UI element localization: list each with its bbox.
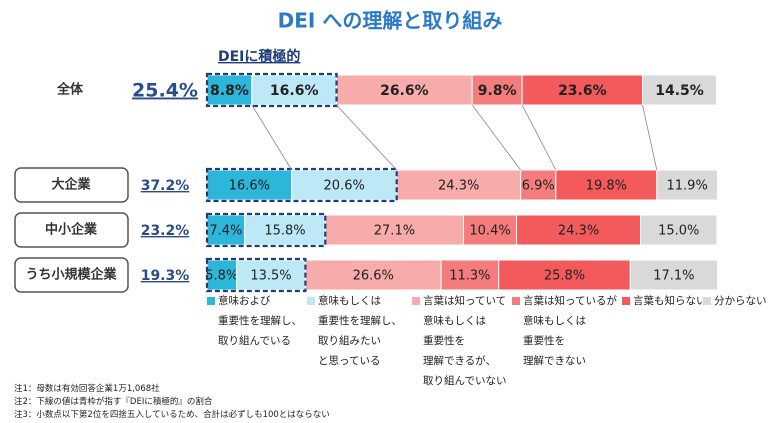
legend-label: 言葉は知っているが 意味もしくは 重要性を 理解できない <box>523 295 617 367</box>
bar-segment <box>244 214 326 246</box>
bar-segment <box>206 74 253 106</box>
row-label: 大企業 <box>51 177 91 193</box>
dei-box <box>205 72 338 108</box>
legend-item: 言葉は知っているが 意味もしくは 重要性を 理解できない <box>512 291 617 371</box>
legend-item: 意味もしくは 重要性を理解し、 取り組みたい と思っている <box>307 291 402 371</box>
bar-segment <box>656 169 719 201</box>
legend-label: 言葉は知っていて 意味もしくは 重要性を 理解できるが、 取り組んでいない <box>423 295 507 387</box>
legend-label: 意味および 重要性を理解し、 取り組んでいる <box>218 295 302 347</box>
row-label: 全体 <box>56 82 84 98</box>
value-label: 6.9% <box>522 179 555 194</box>
legend-item: 言葉も知らない <box>622 291 707 311</box>
value-label: 17.1% <box>653 269 694 284</box>
bar-segment <box>463 214 518 246</box>
bar-segment <box>516 214 642 246</box>
value-label: 16.6% <box>270 83 319 99</box>
value-label: 11.9% <box>667 179 708 194</box>
value-label: 10.4% <box>469 224 510 239</box>
connector <box>471 104 521 171</box>
dei-total: 25.4% <box>132 80 198 102</box>
bar-segment <box>498 259 631 291</box>
legend-label: 意味もしくは 重要性を理解し、 取り組みたい と思っている <box>318 295 402 367</box>
connector <box>642 104 658 171</box>
subtitle: DEIに積極的 <box>218 48 300 65</box>
legend-item: 分からない <box>703 291 767 311</box>
row-label-box <box>14 212 129 248</box>
dei-box <box>205 167 398 203</box>
value-label: 24.3% <box>438 179 479 194</box>
value-label: 5.8% <box>205 269 238 284</box>
dei-total: 37.2% <box>141 178 190 194</box>
dei-total: 23.2% <box>141 223 190 239</box>
dei-box <box>205 257 307 293</box>
row-label: 中小企業 <box>45 222 98 238</box>
legend-item: 意味および 重要性を理解し、 取り組んでいる <box>207 291 302 351</box>
dei-total: 19.3% <box>141 268 190 284</box>
value-label: 15.8% <box>264 224 305 239</box>
legend-swatch <box>412 297 420 305</box>
value-label: 26.6% <box>380 83 429 99</box>
legend-swatch <box>512 297 520 305</box>
bar-segment <box>642 74 717 106</box>
bar-segment <box>629 259 719 291</box>
value-label: 16.6% <box>229 179 270 194</box>
note: 注2：下線の値は青枠が指す『DEIに積極的』の割合 <box>14 397 213 407</box>
value-label: 26.6% <box>353 269 394 284</box>
dei-box <box>205 212 327 248</box>
connector <box>521 104 557 171</box>
bar-segment <box>396 169 522 201</box>
bar-segment <box>324 214 465 246</box>
value-label: 11.3% <box>449 269 490 284</box>
legend-label: 言葉も知らない <box>633 295 707 307</box>
connector <box>336 104 398 171</box>
bar-segment <box>555 169 658 201</box>
value-label: 7.4% <box>209 224 242 239</box>
value-label: 14.5% <box>655 83 704 99</box>
legend-swatch <box>307 297 315 305</box>
row-label-box <box>14 167 129 203</box>
bar-segment <box>640 214 718 246</box>
value-label: 23.6% <box>558 83 607 99</box>
bar-segment <box>206 169 293 201</box>
note: 注1：母数は有効回答企業1万1,068社 <box>14 384 160 394</box>
legend-swatch <box>622 297 630 305</box>
value-label: 19.8% <box>586 179 627 194</box>
bar-segment <box>521 74 644 106</box>
value-label: 24.3% <box>558 224 599 239</box>
value-label: 9.8% <box>478 83 517 99</box>
legend-item: 言葉は知っていて 意味もしくは 重要性を 理解できるが、 取り組んでいない <box>412 291 506 391</box>
value-label: 27.1% <box>374 224 415 239</box>
legend-swatch <box>703 297 711 305</box>
row-label-box <box>14 257 129 293</box>
row-label: うち小規模企業 <box>25 267 117 283</box>
legend-swatch <box>207 297 215 305</box>
note: 注3：小数点以下第2位を四捨五入しているため、合計は必ずしも100とはならない <box>14 410 330 420</box>
bar-segment <box>520 169 557 201</box>
value-label: 15.0% <box>658 224 699 239</box>
bar-segment <box>291 169 398 201</box>
legend-label: 分からない <box>714 295 767 307</box>
chart-title: DEI への理解と取り組み <box>278 9 503 33</box>
connector <box>251 104 293 171</box>
value-label: 8.8% <box>210 83 249 99</box>
value-label: 25.8% <box>544 269 585 284</box>
bar-segment <box>251 74 338 106</box>
value-label: 13.5% <box>250 269 291 284</box>
value-label: 20.6% <box>324 179 365 194</box>
